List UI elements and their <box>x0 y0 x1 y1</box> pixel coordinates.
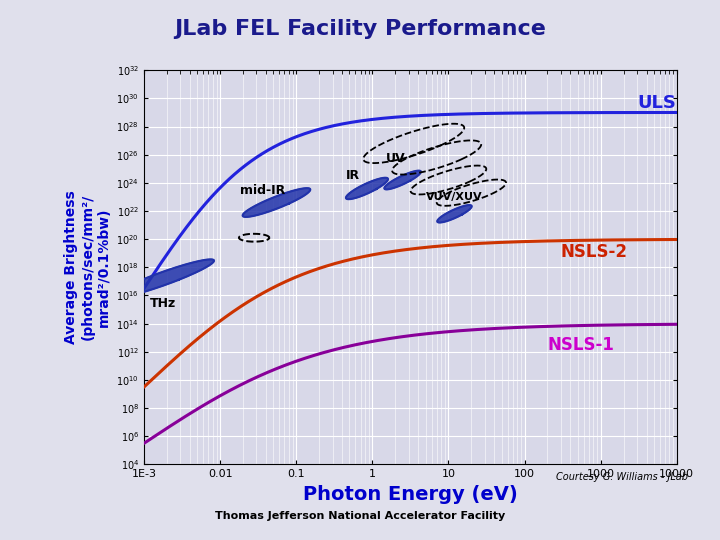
Text: NSLS-2: NSLS-2 <box>561 242 628 261</box>
Text: NSLS-1: NSLS-1 <box>547 336 614 354</box>
Text: UV: UV <box>386 152 405 165</box>
Text: Courtesy G. Williams - JLab: Courtesy G. Williams - JLab <box>556 472 688 482</box>
Text: THz: THz <box>150 296 176 310</box>
Text: JLab FEL Facility Performance: JLab FEL Facility Performance <box>174 19 546 39</box>
Text: mid-IR: mid-IR <box>240 184 285 197</box>
Polygon shape <box>243 188 310 217</box>
Polygon shape <box>384 171 421 190</box>
Polygon shape <box>113 259 214 298</box>
Text: VUV/XUV: VUV/XUV <box>426 192 482 202</box>
X-axis label: Photon Energy (eV): Photon Energy (eV) <box>303 485 518 504</box>
Text: IR: IR <box>346 168 360 181</box>
Polygon shape <box>346 178 388 199</box>
Polygon shape <box>437 205 472 222</box>
Text: Thomas Jefferson National Accelerator Facility: Thomas Jefferson National Accelerator Fa… <box>215 511 505 521</box>
Y-axis label: Average Brightness
(photons/sec/mm²/
mrad²/0.1%bw): Average Brightness (photons/sec/mm²/ mra… <box>64 191 111 344</box>
Text: ULS: ULS <box>637 93 676 112</box>
